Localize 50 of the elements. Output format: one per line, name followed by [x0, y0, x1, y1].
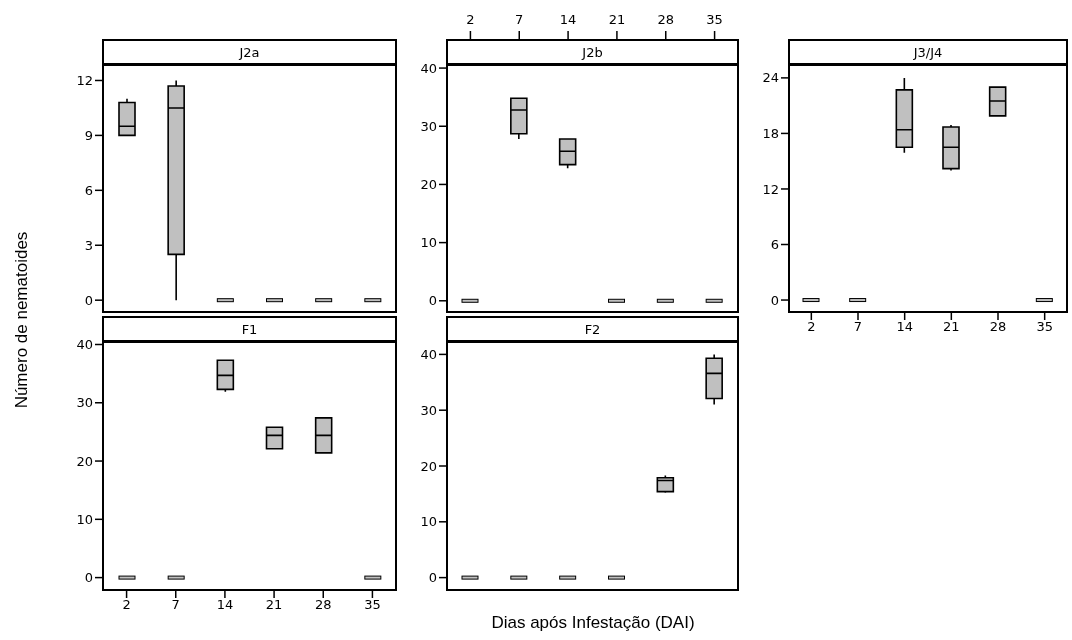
- y-tick-label: 18: [762, 126, 779, 142]
- y-tick-label: 12: [762, 181, 779, 197]
- y-tick-label: 10: [420, 235, 437, 251]
- x-tick-label: 2: [122, 597, 131, 613]
- x-tick-label: 28: [657, 12, 675, 27]
- y-tick-label: 6: [84, 182, 93, 198]
- y-tick-label: 0: [770, 292, 779, 308]
- x-axis-title: Dias após Infestação (DAI): [491, 613, 695, 633]
- y-tick-label: 20: [420, 177, 437, 193]
- x-tick-label: 28: [314, 597, 332, 613]
- x-tick-label: 14: [216, 597, 234, 613]
- chart-title: F2: [584, 321, 601, 337]
- y-tick-label: 0: [84, 570, 93, 586]
- x-tick-label: 28: [989, 319, 1007, 335]
- x-tick-label: 35: [706, 12, 723, 27]
- y-tick-label: 30: [76, 395, 93, 411]
- chart-title: F1: [241, 321, 258, 337]
- x-tick-label: 14: [896, 319, 913, 335]
- chart-title: J2b: [582, 44, 603, 60]
- x-tick-label: 2: [466, 12, 475, 27]
- y-tick-label: 40: [420, 347, 437, 363]
- y-tick-label: 20: [76, 453, 93, 469]
- y-tick-label: 20: [420, 458, 437, 474]
- y-tick-label: 40: [76, 337, 93, 353]
- x-tick-label: 7: [515, 12, 524, 27]
- y-tick-label: 3: [84, 237, 93, 253]
- y-tick-label: 0: [84, 292, 93, 308]
- y-tick-label: 24: [762, 70, 779, 86]
- x-tick-label: 35: [1036, 319, 1053, 335]
- y-tick-label: 30: [420, 402, 437, 418]
- chart-title: J2a: [239, 44, 260, 60]
- y-tick-label: 10: [420, 514, 437, 530]
- y-tick-label: 0: [428, 570, 437, 586]
- chart-title: J3/J4: [913, 44, 943, 60]
- y-tick-label: 40: [420, 60, 437, 76]
- x-tick-label: 14: [559, 12, 577, 27]
- x-tick-label: 2: [807, 319, 816, 335]
- x-tick-label: 7: [171, 597, 180, 613]
- x-tick-label: 35: [364, 597, 381, 613]
- x-tick-label: 21: [265, 597, 283, 613]
- x-tick-label: 21: [608, 12, 626, 27]
- x-tick-label: 21: [943, 319, 960, 335]
- x-tick-label: 7: [853, 319, 863, 335]
- y-tick-label: 6: [770, 237, 779, 253]
- y-tick-label: 10: [76, 511, 93, 527]
- y-tick-label: 9: [84, 128, 93, 144]
- y-axis-title: Número de nematoides: [12, 231, 32, 409]
- y-tick-label: 12: [76, 73, 93, 89]
- y-tick-label: 30: [420, 118, 437, 134]
- y-tick-label: 0: [428, 293, 437, 309]
